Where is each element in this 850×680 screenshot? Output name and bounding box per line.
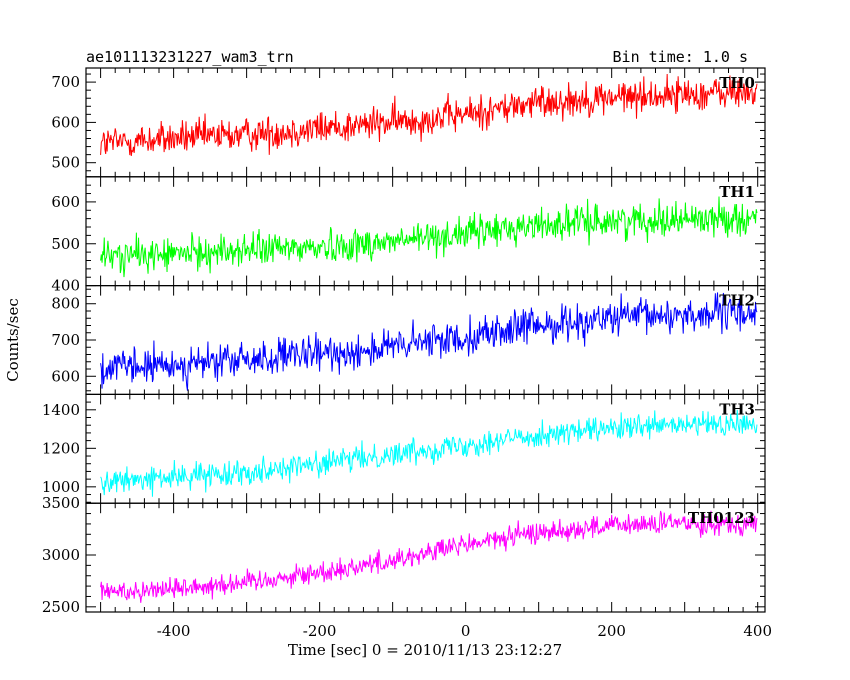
x-tick-label: 200 xyxy=(597,622,626,640)
panel-th1: 400 500 600 TH1 xyxy=(51,176,766,295)
x-axis: -400 -200 0 200 400 xyxy=(157,622,772,640)
panel-frame xyxy=(85,176,766,287)
y-tick-label: 2500 xyxy=(42,598,80,616)
panel-th0: 500 600 700 TH0 xyxy=(51,67,766,178)
x-tick-label: -400 xyxy=(157,622,191,640)
bin-time-label: Bin time: 1.0 s xyxy=(613,48,748,66)
panel-th2: 600 700 800 TH2 xyxy=(51,285,766,396)
panel-label-th3: TH3 xyxy=(719,400,755,418)
y-tick-label: 600 xyxy=(51,367,80,385)
y-tick-label: 3000 xyxy=(42,546,80,564)
x-tick-label: 0 xyxy=(461,622,471,640)
panel-label-th1: TH1 xyxy=(719,183,755,201)
series-line-th2 xyxy=(100,292,758,391)
panel-th0123: 2500 3000 3500 TH0123 xyxy=(42,494,766,616)
y-tick-label: 1000 xyxy=(42,478,80,496)
y-tick-label: 500 xyxy=(51,235,80,253)
series-line-th3 xyxy=(100,409,758,497)
panel-th3: 1000 1200 1400 TH3 xyxy=(42,393,766,504)
y-tick-label: 600 xyxy=(51,113,80,131)
y-tick-label: 3500 xyxy=(42,494,80,512)
y-tick-label: 1200 xyxy=(42,439,80,457)
series-line-th1 xyxy=(100,196,758,278)
y-axis-title: Counts/sec xyxy=(4,298,22,382)
y-tick-label: 600 xyxy=(51,193,80,211)
panel-frame xyxy=(85,502,766,613)
chart-title: ae101113231227_wam3_trn xyxy=(86,48,294,66)
y-tick-label: 1400 xyxy=(42,401,80,419)
panel-label-th2: TH2 xyxy=(719,292,755,310)
y-tick-label: 800 xyxy=(51,295,80,313)
x-tick-label: -200 xyxy=(303,622,337,640)
series-line-th0123 xyxy=(100,510,758,603)
panel-label-th0: TH0 xyxy=(719,74,755,92)
y-tick-label: 700 xyxy=(51,331,80,349)
series-line-th0 xyxy=(100,73,758,157)
panel-frame xyxy=(85,393,766,504)
x-axis-title: Time [sec] 0 = 2010/11/13 23:12:27 xyxy=(288,641,562,659)
panel-label-th0123: TH0123 xyxy=(688,509,755,527)
y-tick-label: 500 xyxy=(51,154,80,172)
y-tick-label: 700 xyxy=(51,73,80,91)
y-tick-label: 400 xyxy=(51,277,80,295)
x-tick-label: 400 xyxy=(743,622,772,640)
panels-group: 500 600 700 TH0 400 500 600 TH1 600 700 800 TH2 1000… xyxy=(42,67,766,616)
